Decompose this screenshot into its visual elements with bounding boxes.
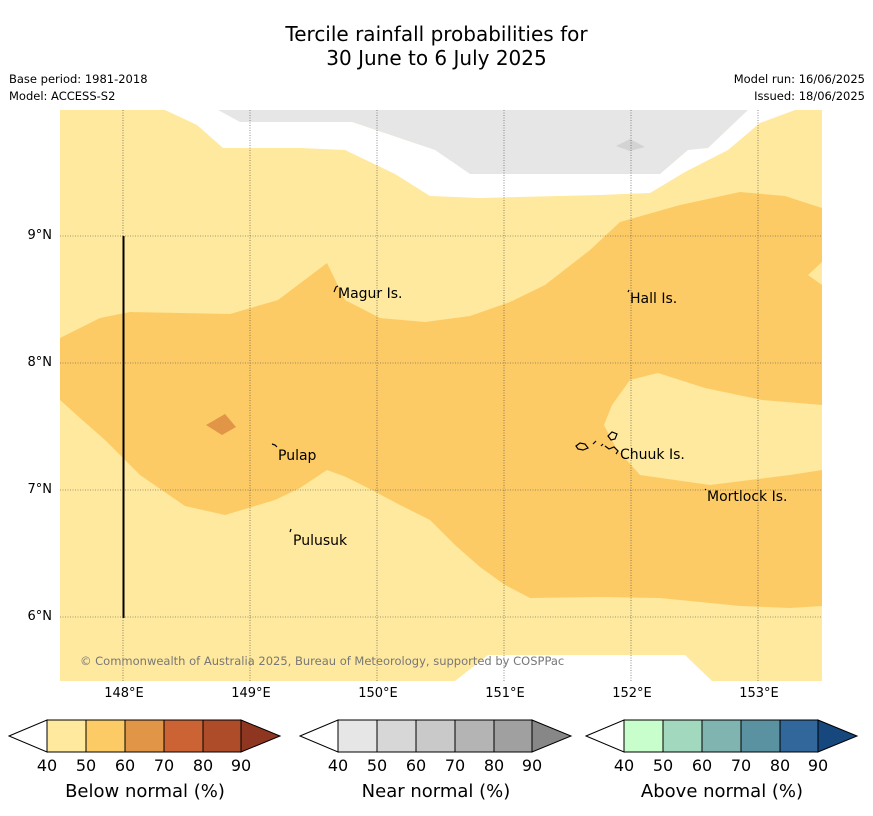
region-below-50-60 (60, 192, 822, 608)
lon-label-149e: 149°E (231, 686, 271, 701)
tick-label: 40 (613, 756, 635, 775)
region-no-skill-south (455, 655, 712, 681)
island-mortlock (704, 488, 707, 491)
lat-label-8n: 8°N (27, 355, 53, 370)
island-magur (333, 285, 339, 293)
tick-label: 90 (521, 756, 543, 775)
colorbar-above-label: Above normal (%) (640, 781, 804, 802)
island-pulusuk (289, 528, 292, 533)
region-near-40-50 (218, 110, 748, 174)
lon-label-152e: 152°E (612, 686, 652, 701)
title-line-1: Tercile rainfall probabilities for (285, 22, 588, 46)
meta-right: Model run: 16/06/2025 Issued: 18/06/2025 (734, 71, 865, 105)
colorbar-above (585, 719, 859, 753)
copyright-text: © Commonwealth of Australia 2025, Bureau… (80, 654, 564, 668)
island-chuuk (575, 431, 619, 455)
tick-label: 70 (730, 756, 752, 775)
region-no-skill-north (165, 110, 795, 198)
tick-label: 40 (36, 756, 58, 775)
place-mortlock: Mortlock Is. (707, 489, 787, 505)
tick-label: 40 (327, 756, 349, 775)
base-period: Base period: 1981-2018 (9, 72, 148, 86)
model-name: Model: ACCESS-S2 (9, 89, 116, 103)
region-near-small (616, 139, 645, 151)
tick-label: 70 (153, 756, 175, 775)
tick-label: 70 (444, 756, 466, 775)
colorbar-near (299, 719, 573, 753)
meta-left: Base period: 1981-2018 Model: ACCESS-S2 (9, 71, 148, 105)
place-magur: Magur Is. (338, 286, 403, 302)
map-canvas: Magur Is. Hall Is. Pulap Chuuk Is. Mortl… (60, 110, 822, 681)
title-line-2: 30 June to 6 July 2025 (326, 46, 547, 70)
tick-label: 80 (192, 756, 214, 775)
tick-label: 50 (366, 756, 388, 775)
colorbar-below (8, 719, 282, 753)
lon-label-150e: 150°E (358, 686, 398, 701)
place-hall: Hall Is. (630, 291, 677, 307)
island-pulap (271, 443, 278, 448)
tick-label: 60 (691, 756, 713, 775)
lat-label-9n: 9°N (27, 228, 53, 243)
lat-label-6n: 6°N (27, 609, 53, 624)
region-below-60-70 (206, 414, 236, 435)
tick-label: 90 (230, 756, 252, 775)
place-pulap: Pulap (278, 448, 317, 464)
colorbar-below-label: Below normal (%) (65, 781, 225, 802)
lat-label-7n: 7°N (27, 482, 53, 497)
tick-label: 60 (405, 756, 427, 775)
lon-label-153e: 153°E (739, 686, 779, 701)
place-chuuk: Chuuk Is. (620, 447, 685, 463)
model-run: Model run: 16/06/2025 (733, 72, 865, 86)
lon-label-151e: 151°E (485, 686, 525, 701)
issued-date: Issued: 18/06/2025 (754, 89, 865, 103)
map-title: Tercile rainfall probabilities for 30 Ju… (0, 22, 873, 70)
island-outlines (271, 285, 707, 533)
island-hall (627, 289, 630, 293)
tick-label: 50 (75, 756, 97, 775)
place-pulusuk: Pulusuk (293, 533, 348, 549)
tick-label: 80 (769, 756, 791, 775)
tick-label: 80 (483, 756, 505, 775)
colorbar-near-label: Near normal (%) (361, 781, 511, 802)
tick-label: 90 (807, 756, 829, 775)
tick-label: 60 (114, 756, 136, 775)
tick-label: 50 (652, 756, 674, 775)
lon-label-148e: 148°E (104, 686, 144, 701)
